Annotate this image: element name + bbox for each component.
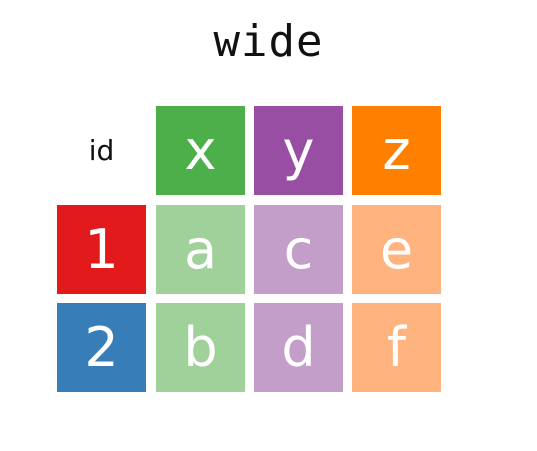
row2-y: d bbox=[254, 303, 343, 392]
row2-z: f bbox=[352, 303, 441, 392]
row1-x: a bbox=[156, 205, 245, 294]
row1-z: e bbox=[352, 205, 441, 294]
header-x: x bbox=[156, 106, 245, 195]
header-z: z bbox=[352, 106, 441, 195]
diagram-title: wide bbox=[213, 16, 324, 67]
header-y: y bbox=[254, 106, 343, 195]
row1-id: 1 bbox=[57, 205, 146, 294]
row2-id: 2 bbox=[57, 303, 146, 392]
row1-y: c bbox=[254, 205, 343, 294]
header-id: id bbox=[88, 133, 115, 167]
row2-x: b bbox=[156, 303, 245, 392]
